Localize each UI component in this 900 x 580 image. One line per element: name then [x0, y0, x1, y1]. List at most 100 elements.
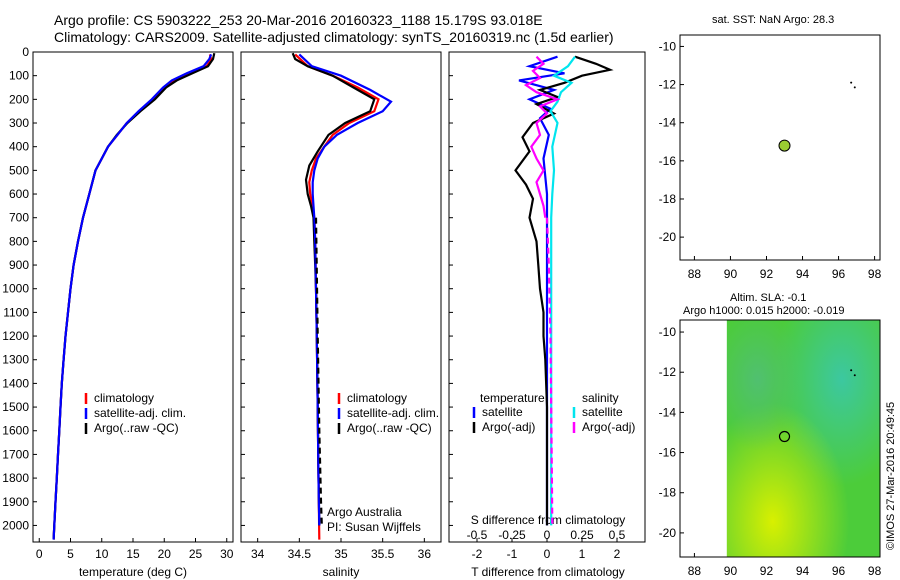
- figure-title-line2: Climatology: CARS2009. Satellite-adjuste…: [54, 29, 614, 45]
- sst-xtick-label: 98: [868, 267, 882, 281]
- sal-annotation-pi: PI: Susan Wijffels: [327, 520, 421, 534]
- sla-heatmap-mid: [726, 320, 880, 557]
- diff-legend-s-argo-label: Argo(-adj): [582, 420, 635, 434]
- temp-ytick-label: 1600: [2, 424, 29, 438]
- temp-series-1: [52, 52, 216, 540]
- sla-xtick-label: 98: [868, 564, 882, 578]
- temp-xtick-label: 25: [189, 547, 203, 561]
- sla-ytick-label: -12: [659, 365, 677, 379]
- diff-series-3: [523, 55, 561, 218]
- sst-xtick-label: 96: [832, 267, 846, 281]
- diff-xtick-label: -1: [507, 547, 518, 561]
- temp-ytick-label: 600: [9, 187, 29, 201]
- temp-ytick-label: 1200: [2, 329, 29, 343]
- diff-legend-title-t: temperature: [480, 391, 545, 405]
- sal-legend-2-label: Argo(..raw -QC): [347, 421, 432, 435]
- temp-series-2: [52, 54, 213, 540]
- temp-xtick-label: 5: [67, 547, 74, 561]
- sla-xtick-label: 92: [760, 564, 774, 578]
- sla-map-title-line2: Argo h1000: 0.015 h2000: -0.019: [683, 305, 845, 317]
- sal-series-3: [314, 217, 323, 526]
- sst-ytick-label: -14: [659, 116, 677, 130]
- sst-xtick-label: 92: [760, 267, 774, 281]
- sst-argo-marker: [778, 139, 791, 152]
- sst-xtick-label: 88: [688, 267, 702, 281]
- sst-ytick-label: -20: [659, 230, 677, 244]
- sal-annotation-agency: Argo Australia: [327, 505, 402, 519]
- diff-xtick-label: -2: [472, 547, 483, 561]
- temp-ytick-label: 900: [9, 258, 29, 272]
- temp-ytick-label: 300: [9, 116, 29, 130]
- temp-ytick-label: 1000: [2, 282, 29, 296]
- sst-xtick-label: 90: [724, 267, 738, 281]
- sal-xtick-label: 35: [334, 547, 348, 561]
- diff-xlabel: T difference from climatology: [471, 565, 625, 579]
- sla-ytick-label: -14: [659, 405, 677, 419]
- sal-series-0: [294, 53, 380, 540]
- temp-ytick-label: 1500: [2, 400, 29, 414]
- diff-top-tick-label: 0: [544, 528, 551, 542]
- diff-legend-title-s: salinity: [582, 391, 619, 405]
- diff-top-tick-label: -0.5: [467, 528, 488, 542]
- sal-xtick-label: 36: [418, 547, 432, 561]
- temp-ytick-label: 400: [9, 140, 29, 154]
- sst-ytick-label: -12: [659, 78, 677, 92]
- diff-series-1: [514, 55, 614, 526]
- temp-ytick-label: 1700: [2, 447, 29, 461]
- temp-xtick-label: 0: [36, 547, 43, 561]
- sal-xlabel: salinity: [323, 565, 360, 579]
- temp-legend-0-label: climatology: [94, 391, 154, 405]
- sla-argo-marker: [778, 430, 791, 443]
- temp-ytick-label: 1300: [2, 353, 29, 367]
- sla-ytick-label: -20: [659, 526, 677, 540]
- temp-series-0: [52, 54, 213, 540]
- temp-legend-1-label: satellite-adj. clim.: [94, 406, 186, 420]
- temp-ytick-label: 2000: [2, 518, 29, 532]
- sst-frame: [679, 34, 881, 261]
- sla-xtick-label: 96: [832, 564, 846, 578]
- diff-xtick-label: 0: [544, 547, 551, 561]
- temp-ytick-label: 200: [9, 92, 29, 106]
- sla-xtick-label: 88: [688, 564, 702, 578]
- sst-ytick-label: -18: [659, 192, 677, 206]
- sla-dot-0: [850, 369, 853, 372]
- temp-xlabel: temperature (deg C): [79, 565, 187, 579]
- sal-xtick-label: 34.5: [288, 547, 312, 561]
- sal-legend-0-label: climatology: [347, 391, 407, 405]
- diff-series-2: [549, 56, 576, 526]
- sst-map-title: sat. SST: NaN Argo: 28.3: [712, 14, 835, 26]
- sst-xtick-label: 94: [796, 267, 810, 281]
- sal-legend-1-label: satellite-adj. clim.: [347, 406, 439, 420]
- sst-dot-0: [850, 81, 853, 84]
- sla-ytick-label: -16: [659, 446, 677, 460]
- temp-xtick-label: 10: [95, 547, 109, 561]
- sla-dot-1: [853, 374, 856, 377]
- diff-legend-t-sat-label: satellite: [482, 405, 523, 419]
- sla-frame: [679, 319, 881, 558]
- temp-xtick-label: 15: [126, 547, 140, 561]
- temp-ytick-label: 1400: [2, 376, 29, 390]
- diff-series-4: [545, 217, 554, 526]
- temp-frame: [32, 51, 234, 543]
- sst-ytick-label: -16: [659, 154, 677, 168]
- sal-series-1: [291, 52, 376, 526]
- sla-map-title-line1: Altim. SLA: -0.1: [730, 292, 807, 304]
- sal-xtick-label: 34: [251, 547, 265, 561]
- temp-ytick-label: 700: [9, 211, 29, 225]
- temp-ytick-label: 100: [9, 69, 29, 83]
- sla-xtick-label: 94: [796, 564, 810, 578]
- sla-ytick-label: -18: [659, 486, 677, 500]
- diff-top-tick-label: -0.25: [498, 528, 526, 542]
- imos-stamp: ©IMOS 27-Mar-2016 20:49:45: [885, 401, 897, 550]
- temp-ytick-label: 0: [22, 45, 29, 59]
- temp-xtick-label: 20: [158, 547, 172, 561]
- diff-xtick-label: 1: [579, 547, 586, 561]
- temp-ytick-label: 1100: [3, 305, 29, 319]
- sal-xtick-label: 35.5: [371, 547, 395, 561]
- diff-xtick-label: 2: [614, 547, 621, 561]
- diff-legend-s-sat-label: satellite: [582, 405, 623, 419]
- sla-ytick-label: -10: [659, 325, 677, 339]
- diff-series-0: [518, 55, 565, 526]
- sla-xtick-label: 90: [724, 564, 738, 578]
